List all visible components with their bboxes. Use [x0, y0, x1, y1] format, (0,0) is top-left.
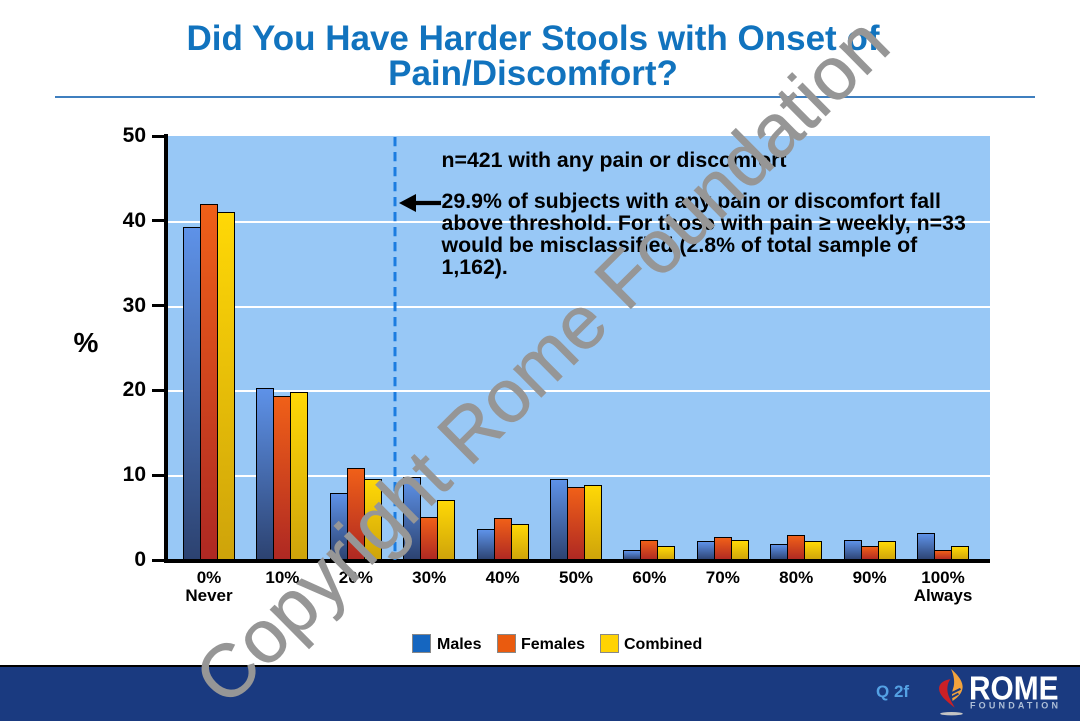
svg-text:ROME: ROME: [969, 670, 1059, 707]
svg-text:FOUNDATION: FOUNDATION: [970, 701, 1058, 711]
svg-text:Copyright Rome Foundation: Copyright Rome Foundation: [179, 1, 905, 720]
